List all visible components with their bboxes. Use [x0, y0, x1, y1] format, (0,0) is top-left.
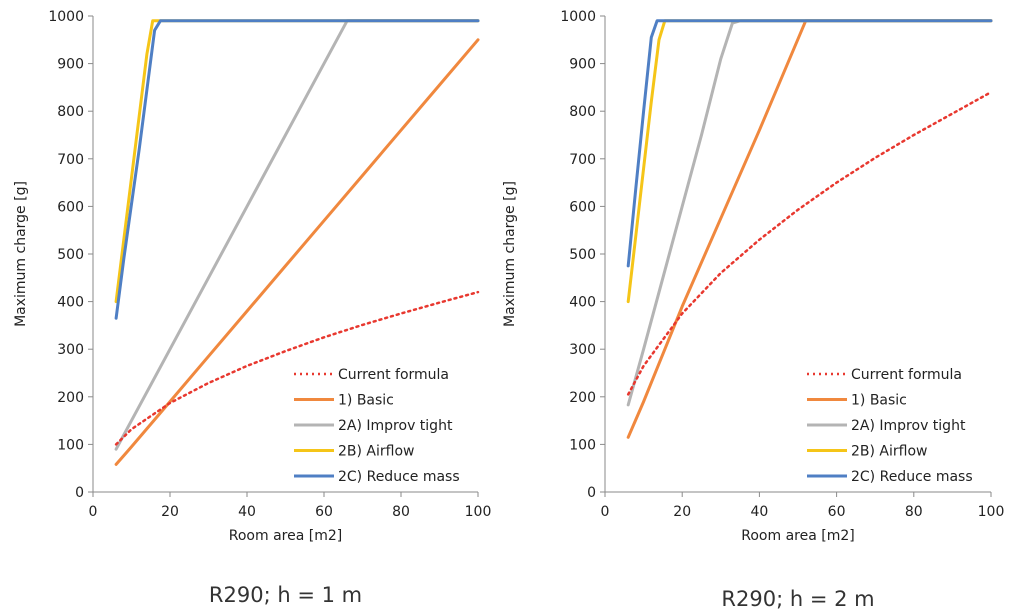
legend-entry: 2C) Reduce mass — [338, 469, 460, 485]
y-tick-label: 300 — [569, 342, 596, 358]
series-line-3 — [626, 19, 993, 304]
legend-entry: 2A) Improv tight — [851, 418, 966, 434]
legend-entry: 2B) Airflow — [338, 444, 414, 460]
y-tick-label: 200 — [569, 390, 596, 406]
y-tick-label: 400 — [569, 295, 596, 311]
y-tick-label: 300 — [57, 342, 84, 358]
legend-entry: Current formula — [851, 367, 962, 383]
y-tick-label: 1000 — [560, 9, 596, 25]
y-tick-label: 500 — [569, 247, 596, 263]
y-axis-label: Maximum charge [g] — [13, 181, 29, 327]
x-tick-label: 40 — [238, 504, 256, 520]
x-tick-label: 80 — [392, 504, 410, 520]
y-tick-label: 500 — [57, 247, 84, 263]
y-tick-label: 800 — [569, 104, 596, 120]
chart-2: 0 100 200 300 400 500 600 700 800 900 1000 0 20 40 60 8… — [502, 9, 1004, 611]
legend-entry: 2A) Improv tight — [338, 418, 453, 434]
y-tick-label: 900 — [57, 57, 84, 73]
y-tick-label: 100 — [57, 437, 84, 453]
series-line-3 — [114, 19, 480, 304]
y-tick-label: 900 — [569, 57, 596, 73]
x-tick-label: 100 — [465, 504, 492, 520]
series-line-2 — [626, 19, 993, 407]
x-axis-label: Room area [m2] — [229, 528, 342, 544]
y-tick-label: 400 — [57, 295, 84, 311]
y-tick-label: 800 — [57, 104, 84, 120]
x-tick-label: 0 — [601, 504, 610, 520]
y-tick-label: 600 — [569, 199, 596, 215]
series-line-0 — [626, 90, 993, 396]
y-tick-label: 0 — [587, 485, 596, 501]
chart-caption: R290; h = 1 m — [209, 583, 362, 607]
legend-entry: Current formula — [338, 367, 449, 383]
legend-entry: 2C) Reduce mass — [851, 469, 973, 485]
x-tick-label: 40 — [750, 504, 768, 520]
y-tick-label: 700 — [57, 152, 84, 168]
legend-entry: 1) Basic — [851, 393, 907, 409]
chart-1: 0 100 200 300 400 500 600 700 800 900 1000 0 20 40 60 8… — [13, 9, 491, 607]
y-tick-label: 100 — [569, 437, 596, 453]
x-tick-label: 80 — [905, 504, 923, 520]
x-tick-label: 60 — [828, 504, 846, 520]
x-tick-label: 0 — [89, 504, 98, 520]
y-tick-label: 600 — [57, 199, 84, 215]
y-tick-label: 200 — [57, 390, 84, 406]
series-line-4 — [114, 19, 480, 320]
x-tick-label: 20 — [673, 504, 691, 520]
x-tick-label: 100 — [978, 504, 1005, 520]
legend-entry: 1) Basic — [338, 393, 394, 409]
y-tick-label: 700 — [569, 152, 596, 168]
x-tick-label: 20 — [161, 504, 179, 520]
series-line-1 — [114, 38, 480, 466]
x-tick-label: 60 — [315, 504, 333, 520]
legend-entry: 2B) Airflow — [851, 444, 927, 460]
x-axis-label: Room area [m2] — [741, 528, 854, 544]
y-tick-label: 0 — [75, 485, 84, 501]
chart-caption: R290; h = 2 m — [721, 587, 874, 611]
y-tick-label: 1000 — [48, 9, 84, 25]
series-line-2 — [114, 19, 480, 451]
series-line-4 — [626, 19, 993, 268]
y-axis-label: Maximum charge [g] — [502, 181, 518, 327]
series-line-0 — [114, 290, 480, 446]
